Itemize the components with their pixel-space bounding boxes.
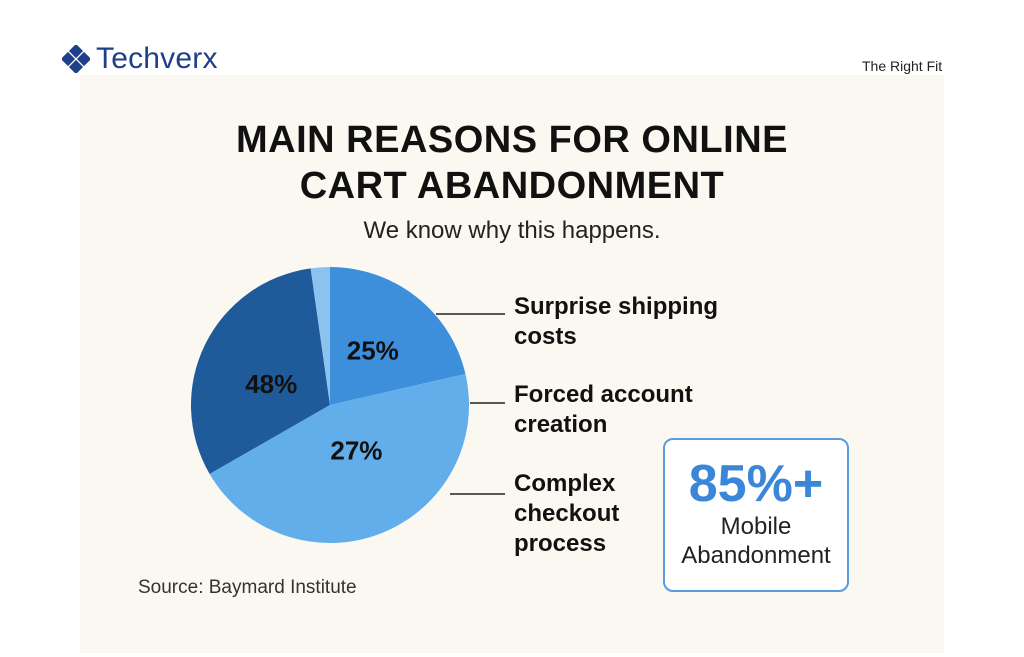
pie-slice-25	[330, 267, 466, 405]
callout-caption-line-2: Abandonment	[681, 542, 831, 569]
pie-slice-sliver	[310, 267, 330, 405]
legend-label-checkout-line-1: Complex	[514, 470, 616, 497]
legend-label-account-line-1: Forced account	[514, 381, 693, 408]
legend-label-checkout-line-2: checkout	[514, 500, 620, 527]
legend-label-shipping-line-2: costs	[514, 323, 577, 350]
chart-subtitle: We know why this happens.	[363, 217, 661, 244]
legend-label-shipping-line-1: Surprise shipping	[514, 293, 719, 320]
chart-title-line-1: MAIN REASONS FOR ONLINE	[236, 119, 788, 161]
legend-label-checkout-line-3: process	[514, 530, 607, 557]
chart-title: MAIN REASONS FOR ONLINE CART ABANDONMENT	[0, 117, 1024, 209]
chart-title-line-2: CART ABANDONMENT	[299, 165, 725, 207]
legend-label-shipping: Surprise shipping costs	[514, 292, 754, 352]
legend-label-checkout: Complex checkout process	[514, 469, 754, 559]
brand-logo: Techverx	[62, 42, 218, 76]
pie-label-25: 25%	[347, 336, 399, 366]
pie-slice-27	[209, 373, 469, 543]
mobile-abandonment-callout: 85%+ Mobile Abandonment	[663, 438, 849, 592]
brand-tagline: The Right Fit	[862, 58, 943, 74]
source-note: Source: Baymard Institute	[138, 577, 357, 598]
callout-value: 85%+	[688, 455, 824, 513]
legend-label-account: Forced account creation	[514, 380, 754, 440]
pie-label-27: 27%	[330, 435, 382, 465]
brand-name: Techverx	[96, 42, 218, 75]
techverx-logo-icon	[62, 45, 90, 73]
legend-label-account-line-2: creation	[514, 411, 608, 438]
pie-label-48: 48%	[245, 369, 297, 399]
pie-slice-48	[190, 268, 330, 474]
callout-caption-line-1: Mobile	[720, 513, 792, 540]
